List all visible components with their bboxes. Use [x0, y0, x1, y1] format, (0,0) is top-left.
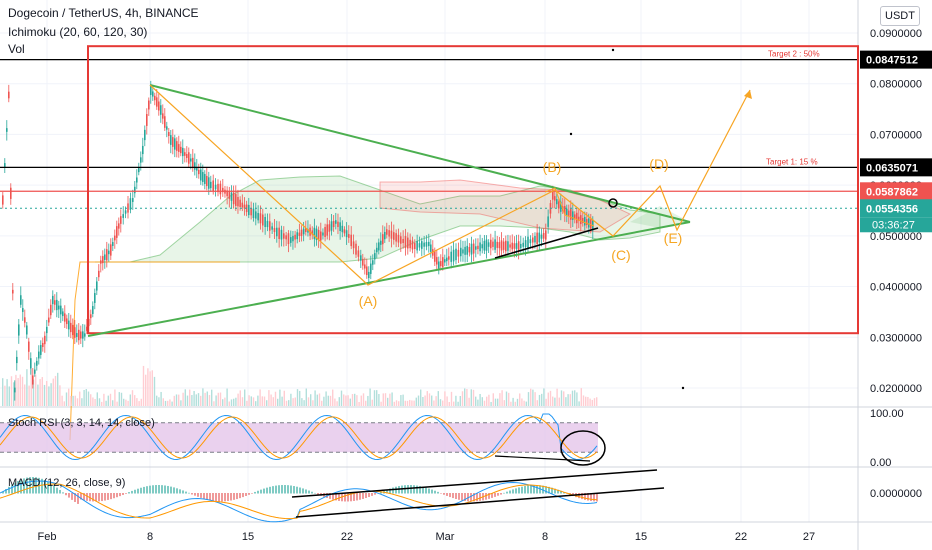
macd-label[interactable]: MACD (12, 26, close, 9)	[8, 477, 126, 489]
wave-label-c: (C)	[611, 247, 630, 263]
price-label-bg	[860, 199, 932, 218]
price-tick: 0.0700000	[870, 129, 922, 141]
support-trendline	[494, 227, 599, 259]
price-tick: 0.0400000	[870, 282, 922, 294]
symbol-title: Dogecoin / TetherUS, 4h, BINANCE	[8, 6, 199, 20]
breakout-marker	[608, 198, 618, 208]
time-tick: 22	[341, 531, 353, 543]
ichimoku-cloud-bear	[379, 179, 632, 233]
macd-signal-line	[0, 483, 598, 520]
price-label-bg	[860, 182, 932, 201]
stoch-tick: 100.00	[870, 408, 904, 420]
wave-label-a: (A)	[359, 293, 378, 309]
price-label: 0.0847512	[866, 55, 918, 67]
wave-arrowhead	[744, 90, 752, 99]
price-tick: 0.0300000	[870, 332, 922, 344]
currency-badge[interactable]: USDT	[880, 6, 920, 26]
time-tick: Feb	[38, 531, 57, 543]
time-tick: 15	[635, 531, 647, 543]
ichimoku-lagging-line	[69, 261, 240, 441]
price-tick: 0.0900000	[870, 28, 922, 40]
target-label: Target 2 : 50%	[768, 50, 820, 59]
time-tick: 27	[803, 531, 815, 543]
macd-tick: 0.0000000	[870, 488, 922, 500]
price-label: 0.0587862	[866, 186, 918, 198]
stoch-trendline	[494, 455, 591, 462]
price-tick: 0.0500000	[870, 231, 922, 243]
wave-sub-path	[544, 187, 595, 227]
triangle-lower-line	[87, 221, 691, 337]
wave-label-d: (D)	[649, 156, 668, 172]
countdown-label: 03:36:27	[872, 219, 915, 231]
price-tick: 0.0200000	[870, 383, 922, 395]
time-tick: Mar	[436, 531, 455, 543]
stoch-rsi-label[interactable]: Stoch RSI (3, 3, 14, 14, close)	[8, 417, 155, 429]
stoch-tick: 0.00	[870, 457, 891, 469]
time-tick: 8	[147, 531, 153, 543]
price-label-bg	[860, 50, 932, 69]
elliott-wave-path	[149, 84, 751, 286]
macd-line	[0, 480, 598, 523]
ichimoku-indicator-label[interactable]: Ichimoku (20, 60, 120, 30)	[8, 25, 148, 39]
stoch-k-line	[0, 413, 598, 461]
time-tick: 8	[542, 531, 548, 543]
price-tick: 0.0800000	[870, 79, 922, 91]
time-tick: 22	[735, 531, 747, 543]
price-label: 0.0554356	[866, 203, 918, 215]
target-box	[87, 45, 859, 335]
stoch-highlight-circle	[560, 430, 606, 466]
stoch-d-line	[0, 416, 598, 459]
price-label: 0.0635071	[866, 162, 918, 174]
target-label: Target 1: 15 %	[766, 157, 818, 166]
time-tick: 15	[242, 531, 254, 543]
price-label-bg	[860, 158, 932, 177]
volume-indicator-label[interactable]: Vol	[8, 42, 25, 56]
countdown-bg	[860, 217, 932, 233]
macd-lower-trendline	[295, 487, 665, 518]
macd-upper-trendline	[291, 469, 658, 498]
wave-label-b: (B)	[543, 159, 562, 175]
triangle-upper-line	[149, 84, 691, 223]
wave-label-e: (E)	[664, 230, 683, 246]
